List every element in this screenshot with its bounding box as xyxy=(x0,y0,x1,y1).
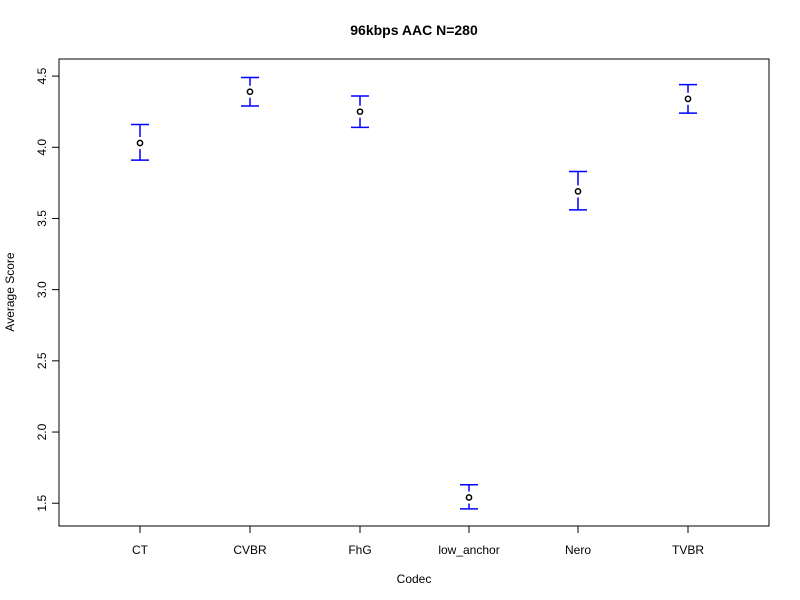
y-tick-label: 2.0 xyxy=(35,423,49,440)
x-tick-label: CT xyxy=(132,543,149,557)
error-bar-nero xyxy=(569,170,587,211)
x-axis: CT CVBR FhG low_anchor Nero TVBR xyxy=(132,526,704,557)
mean-point xyxy=(684,95,692,103)
chart-title: 96kbps AAC N=280 xyxy=(350,22,478,38)
error-bar-ct xyxy=(131,123,149,161)
y-tick-label: 3.0 xyxy=(35,281,49,298)
y-tick-label: 2.5 xyxy=(35,352,49,369)
y-axis-label: Average Score xyxy=(3,252,17,331)
x-axis-label: Codec xyxy=(397,572,432,586)
error-bar-series xyxy=(131,76,697,510)
mean-point xyxy=(574,188,582,195)
error-bar-low-anchor xyxy=(460,483,478,510)
mean-point xyxy=(136,139,144,147)
y-axis: 1.5 2.0 2.5 3.0 3.5 4.0 4.5 xyxy=(35,67,59,512)
x-tick-label: low_anchor xyxy=(438,543,499,557)
y-tick-label: 1.5 xyxy=(35,495,49,512)
x-tick-label: FhG xyxy=(348,543,371,557)
x-tick-label: CVBR xyxy=(233,543,267,557)
y-tick-label: 4.5 xyxy=(35,67,49,84)
y-tick-label: 4.0 xyxy=(35,139,49,156)
mean-point xyxy=(246,88,254,96)
error-bar-tvbr xyxy=(679,83,697,114)
error-bar-cvbr xyxy=(241,76,259,107)
error-bar-fhg xyxy=(351,95,369,129)
x-tick-label: TVBR xyxy=(672,543,704,557)
mean-point xyxy=(356,108,364,116)
x-tick-label: Nero xyxy=(565,543,591,557)
y-tick-label: 3.5 xyxy=(35,210,49,227)
mean-point xyxy=(465,494,473,501)
plot-area-frame xyxy=(58,58,770,527)
